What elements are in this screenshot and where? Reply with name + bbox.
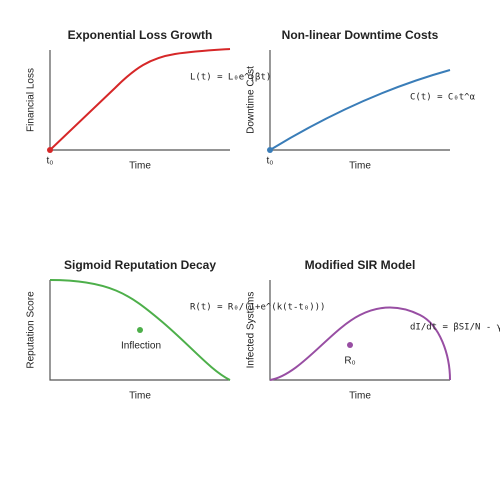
y-axis-label: Infected Systems: [246, 292, 257, 369]
curve: [269, 306, 451, 381]
y-axis-label: Downtime Cost: [246, 66, 257, 134]
curve: [49, 279, 231, 381]
panel-title: Sigmoid Reputation Decay: [64, 258, 216, 272]
point-label: Inflection: [121, 341, 161, 352]
point-label: t₀: [267, 156, 274, 167]
x-axis-label: Time: [349, 391, 371, 402]
panel-title: Exponential Loss Growth: [68, 28, 213, 42]
x-axis-label: Time: [129, 391, 151, 402]
x-axis-label: Time: [129, 161, 151, 172]
axes: [49, 50, 230, 151]
marker-point: [267, 147, 273, 153]
formula: dI/dt = βSI/N - γI: [410, 323, 500, 333]
panel-title: Non-linear Downtime Costs: [282, 28, 439, 42]
formula: R(t) = R₀/(1+e^(k(t-t₀))): [190, 303, 325, 313]
formula: C(t) = C₀t^α: [410, 93, 476, 103]
point-label: t₀: [47, 156, 54, 167]
curve: [49, 48, 231, 151]
point-label: R₀: [344, 356, 355, 367]
x-axis-label: Time: [349, 161, 371, 172]
marker-point: [137, 327, 143, 333]
marker-point: [47, 147, 53, 153]
panel-title: Modified SIR Model: [305, 258, 416, 272]
formula: L(t) = L₀e^(βt): [190, 73, 271, 83]
curve: [269, 69, 451, 151]
y-axis-label: Financial Loss: [26, 68, 37, 132]
axes: [49, 280, 230, 381]
marker-point: [347, 342, 353, 348]
y-axis-label: Reputation Score: [26, 291, 37, 369]
